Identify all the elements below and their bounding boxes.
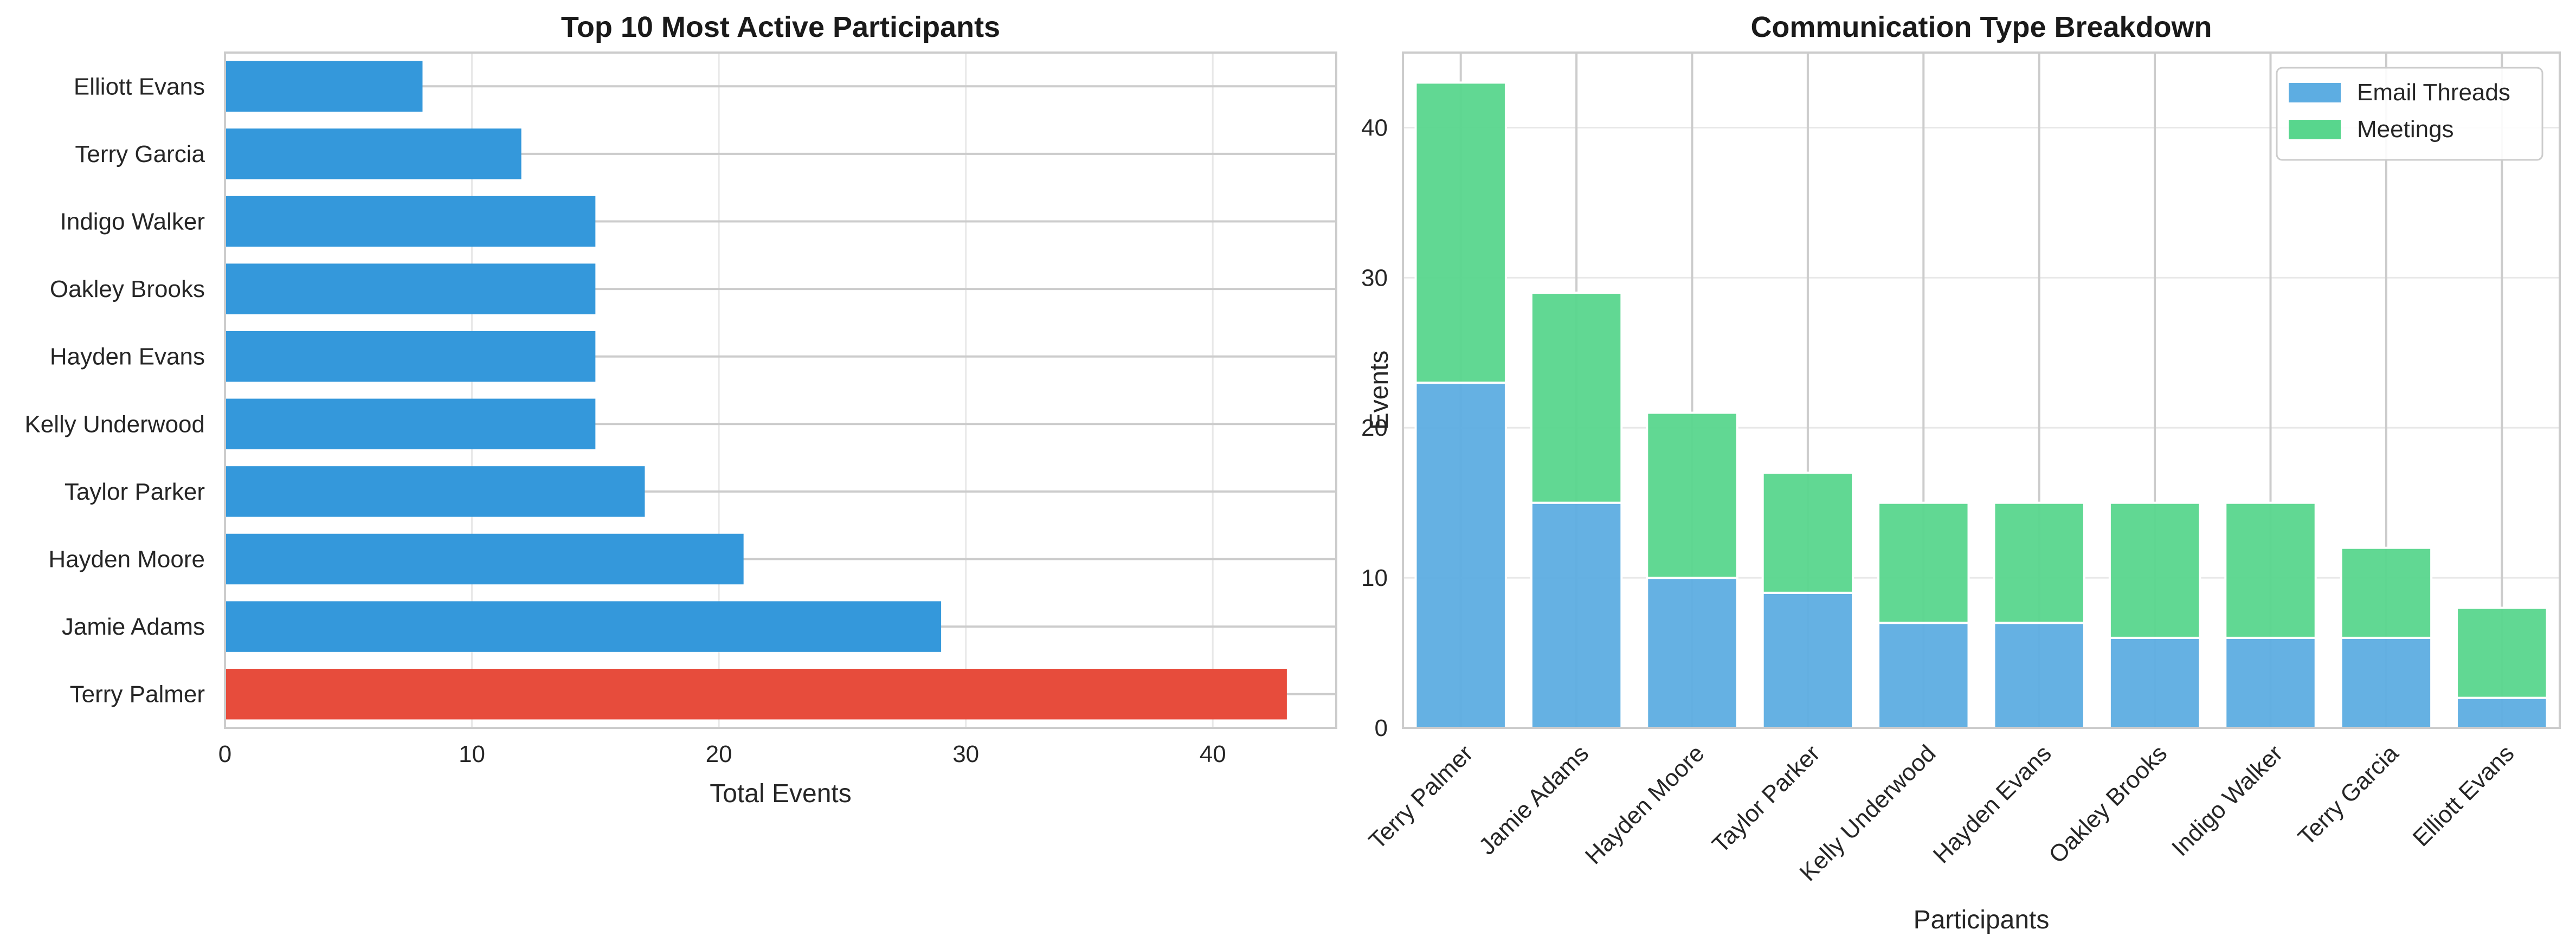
y-tick-label: Elliott Evans bbox=[74, 73, 205, 100]
bars bbox=[225, 61, 1287, 720]
x-tick-labels: 0 10 20 30 40 bbox=[218, 741, 1226, 767]
bar-meetings bbox=[2108, 501, 2201, 639]
bar-meetings bbox=[2340, 546, 2433, 639]
legend-swatch bbox=[2289, 83, 2341, 102]
chart-title: Top 10 Most Active Participants bbox=[561, 11, 1000, 43]
bar bbox=[225, 263, 596, 314]
bar bbox=[225, 196, 596, 247]
bar bbox=[225, 601, 942, 652]
bar bbox=[225, 331, 596, 382]
y-tick-label: Taylor Parker bbox=[65, 479, 205, 505]
y-tick-label: Kelly Underwood bbox=[24, 411, 205, 437]
bar bbox=[225, 128, 521, 179]
bar-email-threads bbox=[1877, 622, 1970, 729]
bar-email-threads bbox=[2340, 636, 2433, 729]
y-tick-label: Terry Palmer bbox=[70, 681, 205, 708]
y-tick-label: Terry Garcia bbox=[75, 141, 205, 167]
legend-label: Meetings bbox=[2357, 116, 2454, 143]
x-tick-label: 40 bbox=[1200, 741, 1226, 767]
x-tick-label: Hayden Evans bbox=[1928, 740, 2057, 868]
bar-meetings bbox=[1877, 501, 1970, 624]
x-tick-label: Hayden Moore bbox=[1580, 740, 1710, 869]
x-tick-label: Terry Garcia bbox=[2293, 740, 2404, 850]
y-tick-label: Hayden Moore bbox=[48, 546, 205, 573]
bar bbox=[225, 398, 596, 450]
plot-frame bbox=[224, 51, 1337, 729]
x-tick-label: Terry Palmer bbox=[1364, 740, 1478, 854]
x-tick-label: 30 bbox=[952, 741, 979, 767]
bar-email-threads bbox=[1646, 577, 1738, 729]
bar-email-threads bbox=[2456, 696, 2548, 729]
legend-label: Email Threads bbox=[2357, 79, 2510, 106]
bar-meetings bbox=[1530, 292, 1623, 504]
y-tick-label: Oakley Brooks bbox=[50, 276, 205, 302]
y-axis-label: Events bbox=[1365, 351, 1394, 430]
bar-email-threads bbox=[1414, 382, 1507, 729]
x-tick-label: Indigo Walker bbox=[2167, 740, 2288, 861]
bar-meetings bbox=[1414, 81, 1507, 384]
y-tick-label: 40 bbox=[1361, 114, 1388, 141]
bar-email-threads bbox=[1530, 501, 1623, 729]
x-tick-label: 20 bbox=[706, 741, 732, 767]
bar bbox=[225, 668, 1287, 720]
chart-communication-breakdown: Communication Type Breakdown Terry Palme… bbox=[1361, 11, 2561, 934]
y-tick-labels: Terry Palmer Jamie Adams Hayden Moore Taylo… bbox=[24, 73, 205, 707]
y-tick-label: Indigo Walker bbox=[60, 209, 205, 235]
bar-meetings bbox=[1761, 472, 1854, 594]
bar-email-threads bbox=[1761, 591, 1854, 729]
bar-email-threads bbox=[2108, 636, 2201, 729]
x-axis-label: Total Events bbox=[710, 779, 851, 808]
chart-top-participants: Top 10 Most Active Participants 0 10 20 30 4… bbox=[24, 11, 1337, 808]
x-axis-label: Participants bbox=[1914, 906, 2050, 934]
y-tick-label: 0 bbox=[1375, 715, 1388, 741]
bar-meetings bbox=[2224, 501, 2317, 639]
plot-frame bbox=[1402, 51, 2561, 729]
bar-meetings bbox=[1646, 411, 1738, 579]
legend-swatch bbox=[2289, 120, 2341, 139]
y-tick-label: Jamie Adams bbox=[62, 614, 205, 640]
y-tick-labels: 0 10 20 30 40 bbox=[1361, 114, 1388, 741]
chart-title: Communication Type Breakdown bbox=[1750, 11, 2212, 43]
bar-meetings bbox=[2456, 606, 2548, 699]
y-tick-label: Hayden Evans bbox=[50, 344, 205, 370]
x-tick-label: Oakley Brooks bbox=[2044, 740, 2172, 868]
x-tick-label: Elliott Evans bbox=[2408, 740, 2520, 851]
x-tick-label: Jamie Adams bbox=[1474, 740, 1594, 860]
legend: Email Threads Meetings bbox=[2276, 67, 2543, 161]
bars bbox=[1414, 81, 2548, 729]
y-tick-label: 10 bbox=[1361, 565, 1388, 591]
bar bbox=[225, 61, 423, 112]
bar-email-threads bbox=[1993, 622, 2085, 729]
bar bbox=[225, 466, 645, 517]
bar-meetings bbox=[1993, 501, 2085, 624]
legend-box bbox=[2276, 67, 2543, 161]
bar-email-threads bbox=[2224, 636, 2317, 729]
y-tick-label: 20 bbox=[1361, 415, 1388, 441]
bar bbox=[225, 533, 744, 585]
y-tick-label: 30 bbox=[1361, 264, 1388, 291]
x-tick-label: Taylor Parker bbox=[1707, 740, 1825, 858]
x-tick-label: 0 bbox=[218, 741, 231, 767]
x-tick-label: 10 bbox=[459, 741, 485, 767]
